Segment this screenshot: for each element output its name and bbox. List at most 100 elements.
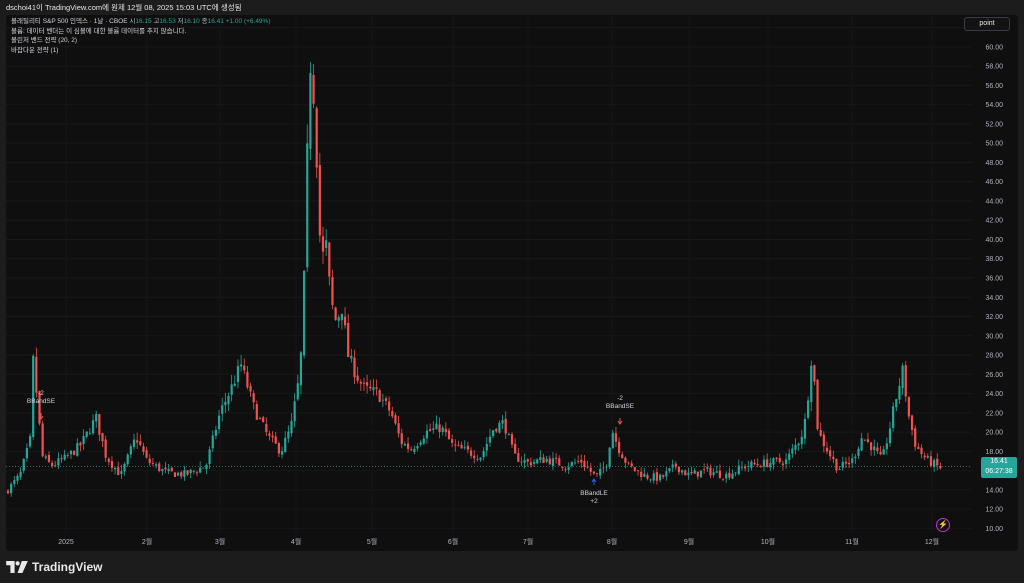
candle-body [170,467,173,472]
candle-body [189,469,192,474]
candle-body [32,355,35,437]
candle-body [825,447,829,452]
candle-body [715,471,718,473]
candle-body [816,379,819,430]
candle-body [66,455,69,456]
candle-body [476,458,479,460]
candle-body [492,430,495,437]
candle-body [640,471,643,478]
y-tick-label: 10.00 [985,526,1003,533]
candle-body [504,418,507,434]
candle-body [293,401,296,422]
candle-body [769,463,772,468]
candle-body [744,466,747,469]
candle-body [618,441,621,454]
candle-body [362,382,366,384]
candle-body [747,466,750,468]
candle-body [95,413,98,422]
lightning-icon[interactable]: ⚡ [936,518,950,532]
candle-body [246,371,249,388]
candle-body [454,444,457,446]
candle-body [636,470,640,472]
candle-body [488,436,492,443]
candle-body [851,458,854,464]
candle-body [706,467,709,469]
candle-body [759,466,762,468]
candle-body [658,474,662,481]
candle-body [221,405,224,414]
candle-body [555,457,558,459]
last-price-value: 16.41 [990,458,1008,465]
candle-body [473,455,476,459]
y-tick-label: 24.00 [985,391,1003,398]
candle-body [794,444,797,450]
candle-body [391,411,394,417]
candle-body [892,406,895,428]
candle-body [296,383,299,400]
candle-body [88,433,91,435]
low-label: 저 [177,18,184,25]
candle-body [199,467,202,473]
candle-body [180,472,183,477]
symbol-name[interactable]: 볼래틸리티 S&P 500 인덱스 · 1날 · CBOE [11,18,128,25]
candle-body [284,438,287,453]
candle-body [586,466,589,468]
indicator-bollinger[interactable]: 볼린저 밴드 전략 (20, 2) [11,37,78,44]
candle-body [35,356,38,393]
candle-body [57,458,60,466]
candle-body [406,443,410,449]
candle-body [885,443,888,450]
candle-body [73,451,76,455]
candle-body [183,470,186,477]
candle-body [674,463,677,467]
candle-body [158,463,161,471]
candle-body [633,467,636,471]
candle-body [624,457,627,463]
candle-body [507,434,510,436]
chart-panel[interactable]: 10.0012.0014.0016.0018.0020.0022.0024.00… [6,15,1018,551]
candle-body [863,439,866,441]
candle-body [51,462,54,467]
candle-body [671,464,674,468]
volume-note: 볼륨: 데이터 벤더는 이 심볼에 대한 볼륨 데이터를 추지 않습니다. [11,27,187,35]
signal-label: BBandLE [580,490,608,497]
candle-body [123,463,126,472]
candle-body [602,467,605,469]
candle-body [532,461,536,464]
candle-body [161,468,164,472]
candle-body [85,431,88,437]
candle-body [936,458,939,466]
candle-body [177,472,180,476]
candle-body [589,467,592,472]
candle-body [718,470,721,478]
y-tick-label: 38.00 [985,256,1003,263]
x-tick-label: 10월 [761,537,775,546]
candle-body [435,423,438,430]
candle-body [926,455,929,458]
candle-body [929,456,933,466]
candle-body [542,457,545,464]
y-tick-label: 12.00 [985,507,1003,514]
candle-body [870,442,873,451]
y-tick-label: 60.00 [985,44,1003,51]
candle-body [132,439,136,447]
candle-body [343,316,347,326]
strategy-signal[interactable]: BBandLE+2 [580,478,608,505]
candle-body [510,434,514,445]
candle-body [699,470,703,478]
candlestick-chart[interactable]: 10.0012.0014.0016.0018.0020.0022.0024.00… [6,15,1018,551]
indicator-breakdown[interactable]: 바잡다운 전략 (1) [11,46,59,54]
candle-body [350,355,353,359]
candle-body [444,428,447,433]
point-button[interactable]: point [964,17,1010,31]
candle-body [164,467,167,470]
candle-body [866,439,870,442]
candle-body [599,468,602,476]
candle-body [788,453,791,460]
candle-body [573,462,577,464]
signal-label: BBandSE [606,403,635,410]
candle-body [262,417,265,422]
attribution-line: dschoi41이 TradingView.com에 원제 12월 08, 20… [6,3,242,12]
